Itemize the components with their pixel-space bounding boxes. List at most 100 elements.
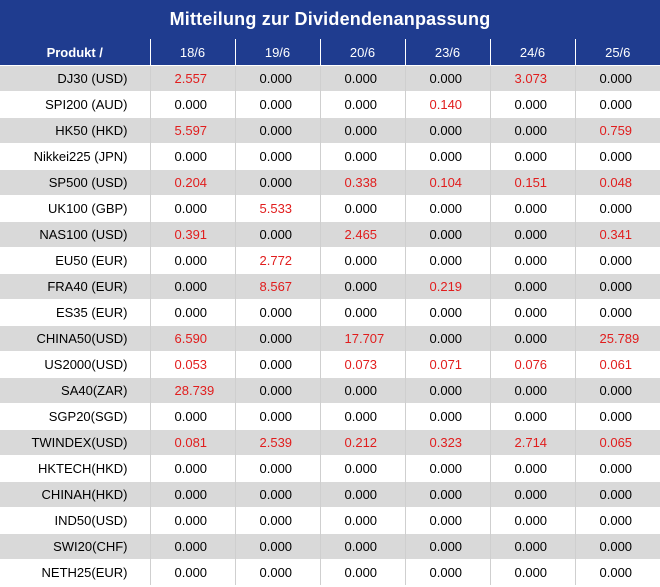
table-row: EU50 (EUR) 0.000 2.772 0.000 0.000 0.000 0.000: [0, 247, 660, 274]
value-cell: 0.000: [574, 143, 660, 170]
value-cell: 0.000: [574, 299, 660, 326]
value-cell: 2.714: [489, 429, 575, 456]
value-cell: 0.000: [489, 377, 575, 404]
value-cell: 2.557: [149, 65, 235, 92]
value-cell: 0.000: [489, 91, 575, 118]
header-date: 19/6: [234, 39, 320, 66]
value-cell: 0.000: [234, 377, 320, 404]
value-cell: 0.000: [319, 65, 405, 92]
header-date: 25/6: [574, 39, 660, 66]
value-cell: 0.341: [574, 221, 660, 248]
value-cell: 0.000: [489, 117, 575, 144]
value-cell: 0.000: [404, 507, 490, 534]
value-cell: 0.000: [489, 299, 575, 326]
value-cell: 0.759: [574, 117, 660, 144]
value-cell: 0.000: [489, 559, 575, 585]
product-cell: NAS100 (USD): [0, 221, 150, 248]
value-cell: 2.465: [319, 221, 405, 248]
page-title: Mitteilung zur Dividendenanpassung: [0, 0, 660, 39]
product-cell: IND50(USD): [0, 507, 150, 534]
value-cell: 8.567: [234, 273, 320, 300]
value-cell: 0.000: [574, 533, 660, 560]
value-cell: 0.391: [149, 221, 235, 248]
value-cell: 0.000: [574, 403, 660, 430]
value-cell: 28.739: [149, 377, 235, 404]
value-cell: 0.000: [489, 143, 575, 170]
value-cell: 0.065: [574, 429, 660, 456]
value-cell: 0.338: [319, 169, 405, 196]
table-row: NAS100 (USD) 0.391 0.000 2.465 0.000 0.000 0.3…: [0, 221, 660, 248]
value-cell: 0.000: [319, 195, 405, 222]
value-cell: 0.000: [489, 325, 575, 352]
value-cell: 3.073: [489, 65, 575, 92]
value-cell: 0.000: [234, 533, 320, 560]
value-cell: 0.000: [404, 455, 490, 482]
value-cell: 0.000: [149, 299, 235, 326]
table-row: DJ30 (USD) 2.557 0.000 0.000 0.000 3.073 0.000: [0, 65, 660, 92]
table-row: SP500 (USD) 0.204 0.000 0.338 0.104 0.151 0.04…: [0, 169, 660, 196]
value-cell: 0.061: [574, 351, 660, 378]
value-cell: 0.000: [404, 65, 490, 92]
value-cell: 0.000: [574, 507, 660, 534]
value-cell: 0.000: [234, 351, 320, 378]
value-cell: 0.000: [149, 91, 235, 118]
product-cell: HKTECH(HKD): [0, 455, 150, 482]
value-cell: 0.000: [319, 455, 405, 482]
product-cell: CHINA50(USD): [0, 325, 150, 352]
table-row: UK100 (GBP) 0.000 5.533 0.000 0.000 0.000 0.00…: [0, 195, 660, 222]
value-cell: 0.000: [234, 403, 320, 430]
value-cell: 0.071: [404, 351, 490, 378]
value-cell: 0.000: [149, 195, 235, 222]
value-cell: 0.053: [149, 351, 235, 378]
value-cell: 25.789: [574, 325, 660, 352]
value-cell: 0.000: [149, 533, 235, 560]
header-date: 18/6: [149, 39, 235, 66]
table-row: NETH25(EUR) 0.000 0.000 0.000 0.000 0.000 0.00…: [0, 559, 660, 585]
value-cell: 0.000: [489, 273, 575, 300]
table-row: HKTECH(HKD) 0.000 0.000 0.000 0.000 0.000 0.00…: [0, 455, 660, 482]
product-cell: ES35 (EUR): [0, 299, 150, 326]
value-cell: 0.000: [319, 559, 405, 585]
value-cell: 0.000: [404, 143, 490, 170]
product-cell: SPI200 (AUD): [0, 91, 150, 118]
value-cell: 0.104: [404, 169, 490, 196]
value-cell: 0.000: [489, 455, 575, 482]
value-cell: 0.000: [574, 377, 660, 404]
product-cell: FRA40 (EUR): [0, 273, 150, 300]
value-cell: 0.000: [234, 169, 320, 196]
table-row: CHINAH(HKD) 0.000 0.000 0.000 0.000 0.000 0.00…: [0, 481, 660, 508]
value-cell: 0.000: [489, 533, 575, 560]
value-cell: 0.000: [234, 143, 320, 170]
value-cell: 0.000: [404, 247, 490, 274]
value-cell: 17.707: [319, 325, 405, 352]
value-cell: 0.204: [149, 169, 235, 196]
value-cell: 0.151: [489, 169, 575, 196]
value-cell: 2.772: [234, 247, 320, 274]
value-cell: 0.081: [149, 429, 235, 456]
table-row: HK50 (HKD) 5.597 0.000 0.000 0.000 0.000 0.759: [0, 117, 660, 144]
value-cell: 0.000: [574, 481, 660, 508]
value-cell: 0.000: [404, 481, 490, 508]
table-row: SWI20(CHF) 0.000 0.000 0.000 0.000 0.000 0.000: [0, 533, 660, 560]
value-cell: 0.000: [404, 559, 490, 585]
value-cell: 0.000: [574, 195, 660, 222]
value-cell: 0.000: [234, 325, 320, 352]
table-row: IND50(USD) 0.000 0.000 0.000 0.000 0.000 0.000: [0, 507, 660, 534]
value-cell: 0.000: [319, 273, 405, 300]
value-cell: 0.000: [234, 299, 320, 326]
product-cell: Nikkei225 (JPN): [0, 143, 150, 170]
value-cell: 0.000: [149, 247, 235, 274]
value-cell: 0.000: [489, 247, 575, 274]
value-cell: 0.000: [489, 507, 575, 534]
product-cell: HK50 (HKD): [0, 117, 150, 144]
value-cell: 0.048: [574, 169, 660, 196]
value-cell: 0.000: [574, 91, 660, 118]
value-cell: 0.000: [574, 559, 660, 585]
product-cell: UK100 (GBP): [0, 195, 150, 222]
value-cell: 2.539: [234, 429, 320, 456]
value-cell: 0.000: [319, 117, 405, 144]
table-row: SA40(ZAR) 28.739 0.000 0.000 0.000 0.000 0.000: [0, 377, 660, 404]
table-row: SGP20(SGD) 0.000 0.000 0.000 0.000 0.000 0.000: [0, 403, 660, 430]
product-cell: US2000(USD): [0, 351, 150, 378]
value-cell: 0.000: [319, 507, 405, 534]
